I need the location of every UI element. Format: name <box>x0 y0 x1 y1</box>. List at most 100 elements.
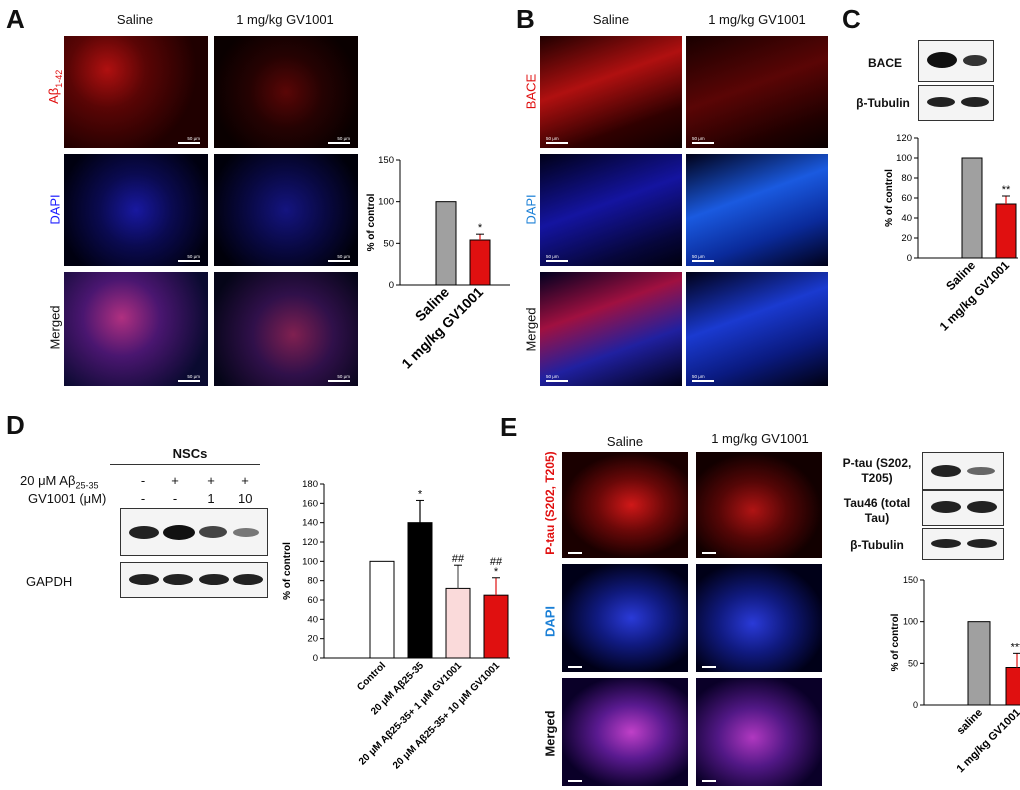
micrograph-a-abeta-gv1001: 50 μm <box>214 36 358 148</box>
chart-d: 0 20 40 60 80 100 120 140 160 180 % of control Cont… <box>282 479 510 771</box>
bar <box>469 239 491 286</box>
panel-b-row-label-bace: BACE <box>523 73 539 110</box>
significance-marker: ## <box>490 556 503 568</box>
panel-e-label-ptau: P-tau (S202, T205) <box>842 456 912 485</box>
panel-e-label-tau46: Tau46 (total Tau) <box>843 496 911 525</box>
significance-marker: * <box>494 566 499 578</box>
chart-e: 0 50 100 150 % of control saline *** 1 mg/kg GV… <box>890 575 1020 776</box>
y-tick-label: 60 <box>307 595 318 606</box>
micrograph-b-dapi-gv1001: 50 μm <box>686 154 828 266</box>
significance-marker: ## <box>452 553 465 565</box>
y-tick-label: 20 <box>901 233 912 244</box>
y-axis-label: % of control <box>366 193 377 251</box>
y-tick-label: 0 <box>907 253 912 264</box>
panel-b-letter: B <box>516 4 535 34</box>
y-tick-label: 40 <box>307 614 318 625</box>
y-tick-label: 120 <box>302 537 318 548</box>
bar <box>369 560 395 659</box>
micrograph-e-merged-gv1001 <box>696 678 822 786</box>
micrograph-e-dapi-saline <box>562 564 688 672</box>
y-tick-label: 120 <box>896 133 912 144</box>
y-tick-label: 80 <box>901 173 912 184</box>
blot-c-bace <box>918 40 994 82</box>
panel-b-header-gv1001: 1 mg/kg GV1001 <box>708 12 806 27</box>
micrograph-a-dapi-gv1001: 50 μm <box>214 154 358 266</box>
bar <box>445 587 471 659</box>
blot-c-tubulin <box>918 85 994 121</box>
panel-e-header-saline: Saline <box>606 434 644 449</box>
bar <box>483 594 509 659</box>
panel-a-header-saline: Saline <box>116 12 154 27</box>
blot-e-tau46 <box>922 490 1004 526</box>
y-tick-label: 150 <box>903 575 918 585</box>
panel-d-blot-title: NSCs <box>172 446 208 461</box>
y-tick-label: 100 <box>903 617 918 627</box>
panel-c-label-tubulin: β-Tubulin <box>856 96 910 110</box>
y-tick-label: 140 <box>302 518 318 529</box>
panel-a-letter: A <box>6 4 25 34</box>
x-tick-label: Control <box>355 660 388 693</box>
d-cond-r0-c2: + <box>207 473 215 488</box>
significance-marker: * <box>418 488 423 500</box>
panel-c-label-bace: BACE <box>867 56 902 70</box>
d-cond-r1-c0: - <box>140 491 146 506</box>
panel-d-cond-abeta-label: 20 μM Aβ25-35 <box>20 473 99 491</box>
panel-a-row-label-merged: Merged <box>47 305 63 350</box>
panel-e-letter: E <box>500 412 518 442</box>
blot-d-gapdh <box>120 562 268 598</box>
y-tick-label: 0 <box>313 653 318 664</box>
micrograph-e-ptau-gv1001 <box>696 452 822 558</box>
x-tick-label: 1 mg/kg GV1001 <box>955 707 1020 776</box>
d-cond-r0-c0: - <box>140 473 146 488</box>
panel-e-row-label-merged: Merged <box>542 710 558 757</box>
micrograph-a-abeta-saline: 50 μm <box>64 36 208 148</box>
d-cond-r1-c2: 1 <box>207 491 215 506</box>
panel-b-header-saline: Saline <box>592 12 630 27</box>
y-axis-label: % of control <box>884 169 895 227</box>
micrograph-a-merged-saline: 50 μm <box>64 272 208 386</box>
micrograph-b-merged-saline: 50 μm <box>540 272 682 386</box>
y-tick-label: 100 <box>378 197 394 208</box>
micrograph-a-dapi-saline: 50 μm <box>64 154 208 266</box>
panel-b-row-label-dapi: DAPI <box>523 194 539 225</box>
panel-d-cond-gv1001-label: GV1001 (μM) <box>28 491 107 506</box>
y-tick-label: 100 <box>302 556 318 567</box>
panel-a-row-label-abeta: Aβ1-42 <box>46 69 64 104</box>
panel-e-label-tubulin: β-Tubulin <box>850 538 904 552</box>
micrograph-e-merged-saline <box>562 678 688 786</box>
y-tick-label: 40 <box>901 213 912 224</box>
y-tick-label: 60 <box>901 193 912 204</box>
panel-b-row-label-merged: Merged <box>523 307 539 352</box>
bar <box>967 621 991 706</box>
blot-e-tubulin <box>922 528 1004 560</box>
micrograph-b-merged-gv1001: 50 μm <box>686 272 828 386</box>
micrograph-b-dapi-saline: 50 μm <box>540 154 682 266</box>
y-tick-label: 180 <box>302 479 318 490</box>
micrograph-a-merged-gv1001: 50 μm <box>214 272 358 386</box>
significance-marker: * <box>478 222 483 234</box>
micrograph-e-dapi-gv1001 <box>696 564 822 672</box>
panel-e-header-gv1001: 1 mg/kg GV1001 <box>711 431 809 446</box>
y-tick-label: 50 <box>908 658 918 668</box>
micrograph-b-bace-gv1001: 50 μm <box>686 36 828 148</box>
y-tick-label: 100 <box>896 153 912 164</box>
bar <box>995 203 1017 259</box>
bar <box>435 201 457 286</box>
bar <box>407 522 433 659</box>
y-tick-label: 50 <box>383 238 394 249</box>
panel-e-row-label-ptau: P-tau (S202, T205) <box>543 451 557 555</box>
y-tick-label: 0 <box>913 700 918 710</box>
x-tick-label: saline <box>955 707 986 738</box>
micrograph-e-ptau-saline <box>562 452 688 558</box>
panel-a-row-label-dapi: DAPI <box>47 194 63 225</box>
micrograph-b-bace-saline: 50 μm <box>540 36 682 148</box>
bar <box>961 157 983 259</box>
panel-d-title-rule <box>110 464 260 465</box>
y-tick-label: 160 <box>302 498 318 509</box>
y-tick-label: 0 <box>389 280 394 291</box>
panel-a-header-gv1001: 1 mg/kg GV1001 <box>236 12 334 27</box>
y-tick-label: 20 <box>307 634 318 645</box>
panel-d-loading-label: GAPDH <box>26 574 73 589</box>
